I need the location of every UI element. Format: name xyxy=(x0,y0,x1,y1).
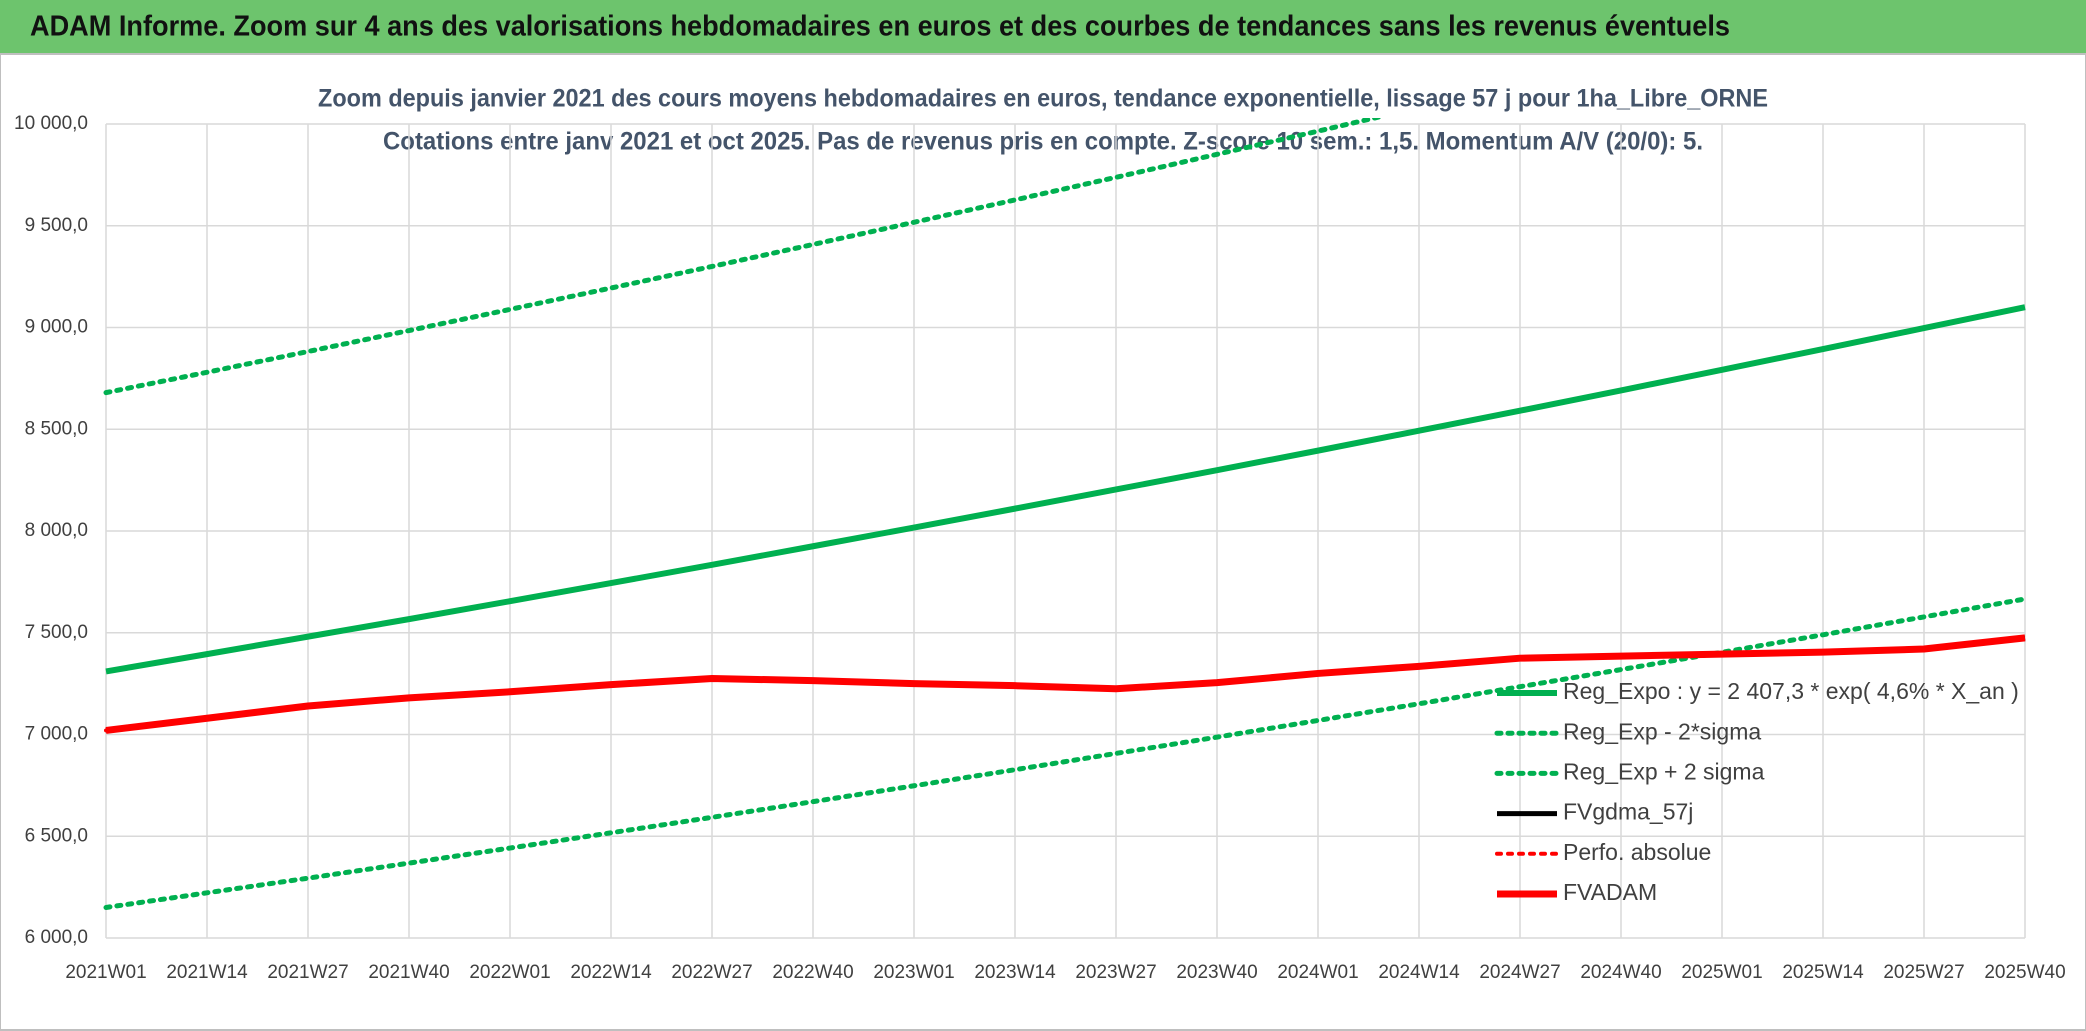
y-tick-label: 9 500,0 xyxy=(25,215,88,236)
x-tick-label: 2025W40 xyxy=(1984,962,2065,983)
x-tick-label: 2021W01 xyxy=(65,962,146,983)
y-tick-label: 8 500,0 xyxy=(25,418,88,439)
x-tick-label: 2023W40 xyxy=(1176,962,1257,983)
y-tick-label: 8 000,0 xyxy=(25,520,88,541)
y-tick-label: 6 500,0 xyxy=(25,825,88,846)
x-tick-label: 2025W14 xyxy=(1782,962,1864,983)
y-tick-label: 7 000,0 xyxy=(25,724,88,745)
x-tick-label: 2023W27 xyxy=(1075,962,1156,983)
x-tick-label: 2021W14 xyxy=(166,962,248,983)
series-line xyxy=(103,118,1386,396)
x-tick-label: 2024W40 xyxy=(1580,962,1661,983)
x-tick-label: 2022W40 xyxy=(772,962,853,983)
banner xyxy=(0,0,2086,54)
x-tick-label: 2022W27 xyxy=(671,962,752,983)
x-tick-label: 2022W14 xyxy=(570,962,652,983)
x-tick-label: 2023W14 xyxy=(974,962,1056,983)
chart-frame xyxy=(0,53,2086,1031)
legend-label: Reg_Exp + 2 sigma xyxy=(1563,758,1765,784)
plot xyxy=(103,118,2028,910)
x-tick-label: 2024W14 xyxy=(1378,962,1460,983)
x-tick-label: 2025W27 xyxy=(1883,962,1964,983)
y-tick-label: 7 500,0 xyxy=(25,622,88,643)
y-tick-label: 6 000,0 xyxy=(25,927,88,948)
x-tick-label: 2022W01 xyxy=(469,962,550,983)
series-line xyxy=(105,304,2026,675)
legend-label: Perfo. absolue xyxy=(1563,839,1711,865)
y-tick-label: 9 000,0 xyxy=(25,317,88,338)
series-line xyxy=(105,634,2026,734)
legend-label: Reg_Expo : y = 2 407,3 * exp( 4,6% * X_a… xyxy=(1563,678,2019,704)
legend-label: FVgdma_57j xyxy=(1563,799,1693,825)
x-tick-label: 2024W01 xyxy=(1277,962,1358,983)
legend-label: Reg_Exp - 2*sigma xyxy=(1563,718,1761,744)
banner-title: ADAM Informe. Zoom sur 4 ans des valoris… xyxy=(30,11,1730,43)
x-tick-label: 2025W01 xyxy=(1681,962,1762,983)
legend-label: FVADAM xyxy=(1563,879,1657,905)
x-tick-label: 2023W01 xyxy=(873,962,954,983)
chart-title: Zoom depuis janvier 2021 des cours moyen… xyxy=(318,85,1768,113)
x-tick-label: 2024W27 xyxy=(1479,962,1560,983)
x-tick-label: 2021W27 xyxy=(267,962,348,983)
x-tick-label: 2021W40 xyxy=(368,962,449,983)
y-tick-label: 10 000,0 xyxy=(14,113,88,134)
chart-subtitle: Cotations entre janv 2021 et oct 2025. P… xyxy=(383,128,1703,156)
